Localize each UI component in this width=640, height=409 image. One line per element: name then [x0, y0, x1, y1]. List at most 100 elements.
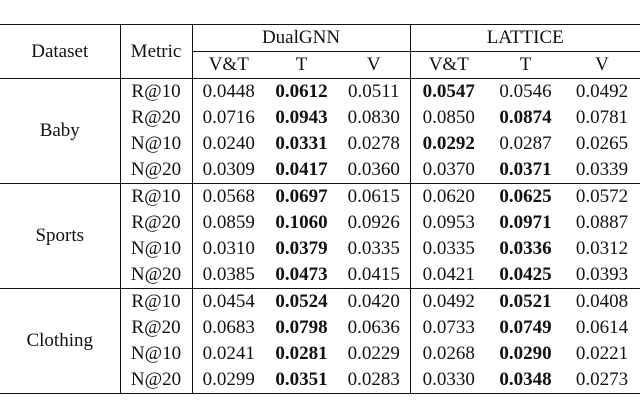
value-text: 0.0330 [422, 369, 475, 390]
value-text: 0.0546 [499, 81, 552, 102]
value-cell: 0.0874 [487, 105, 564, 131]
metric-cell: R@10 [120, 288, 193, 315]
value-cell: 0.0292 [410, 131, 487, 157]
value-cell: 0.0265 [564, 131, 640, 157]
value-cell: 0.0749 [487, 315, 564, 341]
value-cell: 0.0290 [487, 341, 564, 367]
value-cell: 0.0511 [338, 78, 411, 105]
column-header: V [564, 51, 640, 79]
data-row: N@10 0.0240 0.0331 0.0278 0.0292 0.0287 0.0265 [0, 131, 640, 157]
value-cell: 0.0971 [487, 210, 564, 236]
value-cell: 0.0240 [192, 131, 265, 157]
value-text: 0.0612 [275, 81, 328, 102]
metric-cell: N@10 [120, 236, 193, 262]
metric-cell: N@20 [120, 367, 193, 394]
value-text: 0.0265 [575, 133, 629, 154]
value-text: 0.0351 [275, 369, 328, 390]
value-text: 0.0625 [499, 186, 552, 207]
value-cell: 0.0335 [410, 236, 487, 262]
value-cell: 0.0425 [487, 262, 564, 289]
value-text: 0.0943 [275, 107, 328, 128]
value-cell: 0.0371 [487, 157, 564, 184]
value-cell: 0.0473 [265, 262, 338, 289]
value-text: 0.0547 [422, 81, 475, 102]
value-cell: 0.0348 [487, 367, 564, 394]
value-cell: 0.0926 [338, 210, 411, 236]
value-cell: 0.0312 [564, 236, 640, 262]
value-text: 0.0568 [202, 186, 255, 207]
value-cell: 0.0943 [265, 105, 338, 131]
value-text: 0.1060 [275, 212, 328, 233]
value-text: 0.0360 [347, 159, 400, 180]
value-cell: 0.0887 [564, 210, 640, 236]
value-cell: 0.0283 [338, 367, 411, 394]
column-header: T [487, 51, 564, 79]
model-header: LATTICE [410, 24, 640, 52]
value-text: 0.0926 [347, 212, 400, 233]
value-text: 0.0524 [275, 291, 328, 312]
value-text: 0.0473 [275, 264, 328, 285]
value-text: 0.0421 [422, 264, 475, 285]
header-row: Dataset Metric DualGNN LATTICE [0, 24, 640, 79]
subheader-row: V&T T V V&T T V [0, 51, 640, 79]
value-text: 0.0379 [275, 238, 328, 259]
value-text: 0.0309 [202, 159, 255, 180]
column-header: V [338, 51, 411, 79]
value-text: 0.0859 [202, 212, 255, 233]
value-cell: 0.0524 [265, 288, 338, 315]
value-text: 0.0339 [575, 159, 629, 180]
value-text: 0.0240 [202, 133, 255, 154]
value-text: 0.0781 [575, 107, 629, 128]
value-cell: 0.0360 [338, 157, 411, 184]
value-cell: 0.0614 [564, 315, 640, 341]
data-row: N@20 0.0299 0.0351 0.0283 0.0330 0.0348 0.0273 [0, 367, 640, 394]
value-text: 0.0492 [575, 81, 629, 102]
table-header: Dataset Metric DualGNN LATTICE V&T T V V&T T V [0, 24, 640, 79]
value-cell: 0.0953 [410, 210, 487, 236]
value-text: 0.0221 [575, 343, 629, 364]
value-text: 0.0281 [275, 343, 328, 364]
dataset-cell: Sports [0, 183, 121, 289]
value-text: 0.0749 [499, 317, 552, 338]
value-text: 0.0229 [347, 343, 400, 364]
metric-cell: N@20 [120, 157, 193, 184]
value-cell: 0.0615 [338, 183, 411, 210]
value-text: 0.0268 [422, 343, 475, 364]
value-text: 0.0733 [422, 317, 475, 338]
data-row: N@10 0.0241 0.0281 0.0229 0.0268 0.0290 0.0221 [0, 341, 640, 367]
value-cell: 0.0335 [338, 236, 411, 262]
metric-cell: N@10 [120, 131, 193, 157]
value-cell: 0.0850 [410, 105, 487, 131]
value-cell: 0.0421 [410, 262, 487, 289]
value-text: 0.0287 [499, 133, 552, 154]
metric-header: Metric [120, 24, 193, 79]
value-cell: 0.0299 [192, 367, 265, 394]
value-text: 0.0454 [202, 291, 255, 312]
value-cell: 0.0733 [410, 315, 487, 341]
value-text: 0.0887 [575, 212, 629, 233]
value-text: 0.0874 [499, 107, 552, 128]
data-row: R@20 0.0716 0.0943 0.0830 0.0850 0.0874 0.0781 [0, 105, 640, 131]
metric-cell: N@20 [120, 262, 193, 289]
value-cell: 0.0568 [192, 183, 265, 210]
value-cell: 0.0521 [487, 288, 564, 315]
value-cell: 0.0454 [192, 288, 265, 315]
column-header: V&T [192, 51, 265, 79]
value-text: 0.0697 [275, 186, 328, 207]
value-cell: 0.0830 [338, 105, 411, 131]
data-row: Sports R@10 0.0568 0.0697 0.0615 0.0620 0.0625… [0, 183, 640, 289]
value-text: 0.0615 [347, 186, 400, 207]
value-cell: 0.0781 [564, 105, 640, 131]
value-text: 0.0953 [422, 212, 475, 233]
value-cell: 0.0287 [487, 131, 564, 157]
column-header: T [265, 51, 338, 79]
value-text: 0.0278 [347, 133, 400, 154]
value-cell: 0.0331 [265, 131, 338, 157]
metric-cell: R@10 [120, 78, 193, 105]
value-cell: 0.0420 [338, 288, 411, 315]
value-text: 0.0521 [499, 291, 552, 312]
data-row: Clothing R@10 0.0454 0.0524 0.0420 0.0492 0.05… [0, 288, 640, 394]
dataset-header: Dataset [0, 24, 121, 79]
value-text: 0.0408 [575, 291, 629, 312]
value-text: 0.0620 [422, 186, 475, 207]
